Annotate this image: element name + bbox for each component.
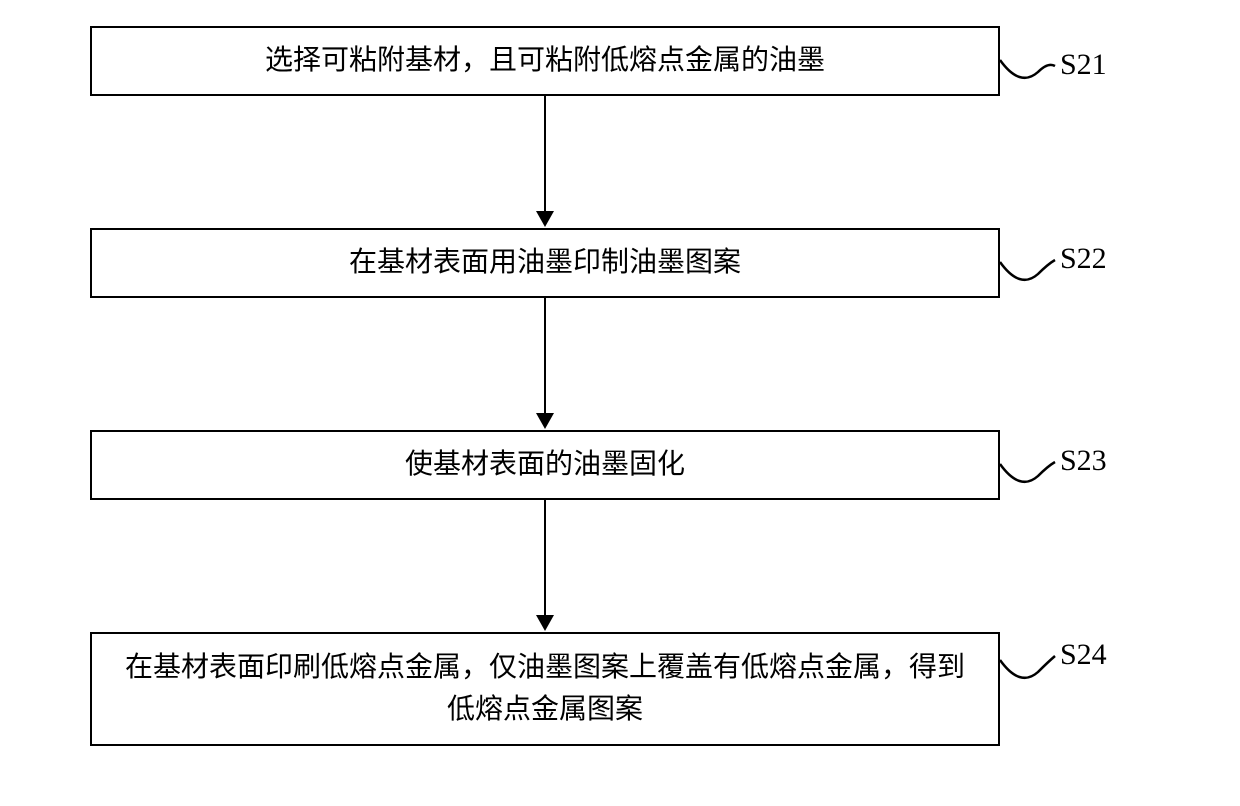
node-text: 在基材表面印刷低熔点金属，仅油墨图案上覆盖有低熔点金属，得到低熔点金属图案	[112, 647, 978, 731]
node-text: 在基材表面用油墨印制油墨图案	[349, 242, 741, 284]
flowchart-node-s22: 在基材表面用油墨印制油墨图案	[90, 228, 1000, 298]
node-label-s23: S23	[1060, 444, 1107, 478]
flowchart-node-s21: 选择可粘附基材，且可粘附低熔点金属的油墨	[90, 26, 1000, 96]
label-text: S23	[1060, 444, 1107, 477]
arrow-s21-s22	[536, 96, 554, 227]
arrow-s23-s24	[536, 500, 554, 631]
flowchart-container: 选择可粘附基材，且可粘附低熔点金属的油墨 S21 在基材表面用油墨印制油墨图案 …	[0, 0, 1240, 806]
flowchart-node-s23: 使基材表面的油墨固化	[90, 430, 1000, 500]
arrow-s22-s23	[536, 298, 554, 429]
label-text: S21	[1060, 48, 1107, 81]
node-label-s24: S24	[1060, 638, 1107, 672]
node-text: 使基材表面的油墨固化	[405, 444, 685, 486]
node-label-s21: S21	[1060, 48, 1107, 82]
node-label-s22: S22	[1060, 242, 1107, 276]
node-text: 选择可粘附基材，且可粘附低熔点金属的油墨	[265, 40, 825, 82]
flowchart-node-s24: 在基材表面印刷低熔点金属，仅油墨图案上覆盖有低熔点金属，得到低熔点金属图案	[90, 632, 1000, 746]
label-text: S24	[1060, 638, 1107, 671]
label-text: S22	[1060, 242, 1107, 275]
